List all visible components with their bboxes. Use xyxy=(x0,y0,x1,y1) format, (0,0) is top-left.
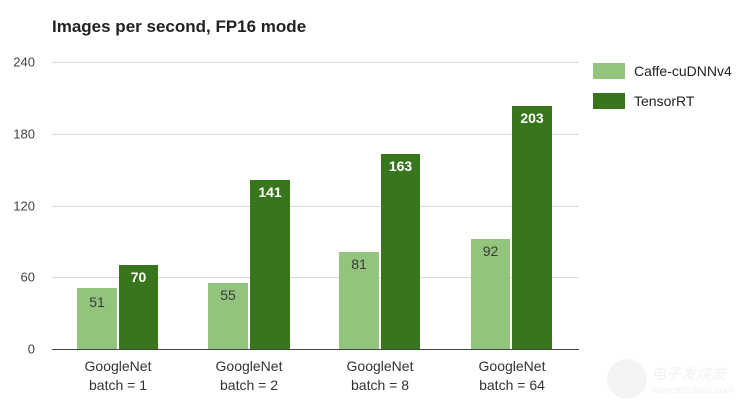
bar-value-label: 70 xyxy=(130,269,147,285)
bar-value-label: 141 xyxy=(258,184,282,200)
plot-area: 51 70 55 141 81 163 92 203 xyxy=(52,62,579,350)
chart-title: Images per second, FP16 mode xyxy=(52,17,307,36)
y-tick-0: 0 xyxy=(27,341,35,357)
watermark-url: www.elecfans.com xyxy=(651,385,734,396)
bar-value-label: 81 xyxy=(351,256,367,272)
bar-value-label: 51 xyxy=(89,294,105,310)
legend-label: TensorRT xyxy=(634,93,695,109)
y-tick-240: 240 xyxy=(13,54,35,70)
bar-value-label: 92 xyxy=(482,243,499,259)
bar-tensorrt-batch-8[interactable]: 163 xyxy=(381,154,420,349)
gridline-240 xyxy=(52,62,579,63)
bar-value-label: 55 xyxy=(220,287,236,303)
x-label-batch-2: GoogleNet batch = 2 xyxy=(194,357,304,395)
legend-swatch-tensorrt xyxy=(593,93,625,109)
x-label-line-1: GoogleNet xyxy=(84,358,152,374)
bar-value-label: 163 xyxy=(388,158,413,174)
legend-label: Caffe-cuDNNv4 xyxy=(634,63,732,79)
x-label-line-1: GoogleNet xyxy=(346,358,414,374)
watermark: 电子发烧友 www.elecfans.com xyxy=(605,355,745,405)
legend-item-tensorrt[interactable]: TensorRT xyxy=(593,91,732,111)
x-label-line-2: batch = 1 xyxy=(89,377,147,393)
x-label-line-1: GoogleNet xyxy=(215,358,283,374)
x-label-line-1: GoogleNet xyxy=(478,358,546,374)
legend-swatch-caffe xyxy=(593,63,625,79)
y-tick-180: 180 xyxy=(13,126,35,142)
y-tick-120: 120 xyxy=(13,198,35,214)
watermark-logo-icon xyxy=(607,359,647,399)
watermark-text: 电子发烧友 xyxy=(651,366,727,383)
x-label-line-2: batch = 64 xyxy=(479,377,545,393)
bar-value-label: 203 xyxy=(520,110,544,126)
x-label-batch-8: GoogleNet batch = 8 xyxy=(325,357,435,395)
x-label-line-2: batch = 2 xyxy=(220,377,278,393)
bar-caffe-batch-1[interactable]: 51 xyxy=(77,288,117,349)
legend-item-caffe[interactable]: Caffe-cuDNNv4 xyxy=(593,61,732,81)
bar-tensorrt-batch-2[interactable]: 141 xyxy=(250,180,290,349)
x-label-line-2: batch = 8 xyxy=(351,377,409,393)
gridline-60 xyxy=(52,277,579,278)
bar-caffe-batch-64[interactable]: 92 xyxy=(471,239,510,349)
x-label-batch-64: GoogleNet batch = 64 xyxy=(457,357,567,395)
gridline-180 xyxy=(52,134,579,135)
legend: Caffe-cuDNNv4 TensorRT xyxy=(593,61,732,121)
x-label-batch-1: GoogleNet batch = 1 xyxy=(63,357,173,395)
bar-tensorrt-batch-64[interactable]: 203 xyxy=(512,106,552,349)
bar-caffe-batch-2[interactable]: 55 xyxy=(208,283,248,349)
y-tick-60: 60 xyxy=(20,269,35,285)
bar-tensorrt-batch-1[interactable]: 70 xyxy=(119,265,158,349)
gridline-120 xyxy=(52,206,579,207)
bar-caffe-batch-8[interactable]: 81 xyxy=(339,252,379,349)
x-axis-baseline xyxy=(52,349,579,350)
